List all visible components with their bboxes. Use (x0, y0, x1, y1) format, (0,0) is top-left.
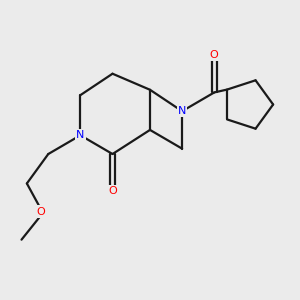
Text: O: O (36, 207, 45, 217)
Text: N: N (76, 130, 85, 140)
Text: N: N (178, 106, 186, 116)
Text: O: O (210, 50, 219, 60)
Text: O: O (108, 187, 117, 196)
